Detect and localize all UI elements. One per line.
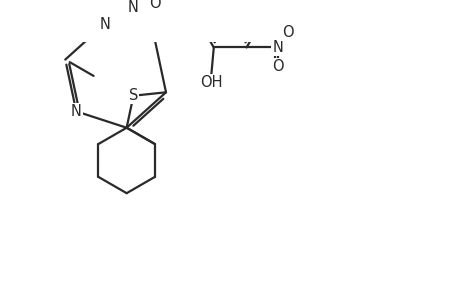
Text: O: O: [149, 0, 161, 11]
Text: N: N: [272, 40, 282, 55]
Text: S: S: [129, 88, 138, 103]
Text: O: O: [271, 59, 283, 74]
Text: OH: OH: [200, 75, 222, 90]
Text: N: N: [71, 104, 82, 119]
Text: N: N: [99, 16, 110, 32]
Text: O: O: [282, 25, 293, 40]
Text: N: N: [127, 0, 138, 15]
